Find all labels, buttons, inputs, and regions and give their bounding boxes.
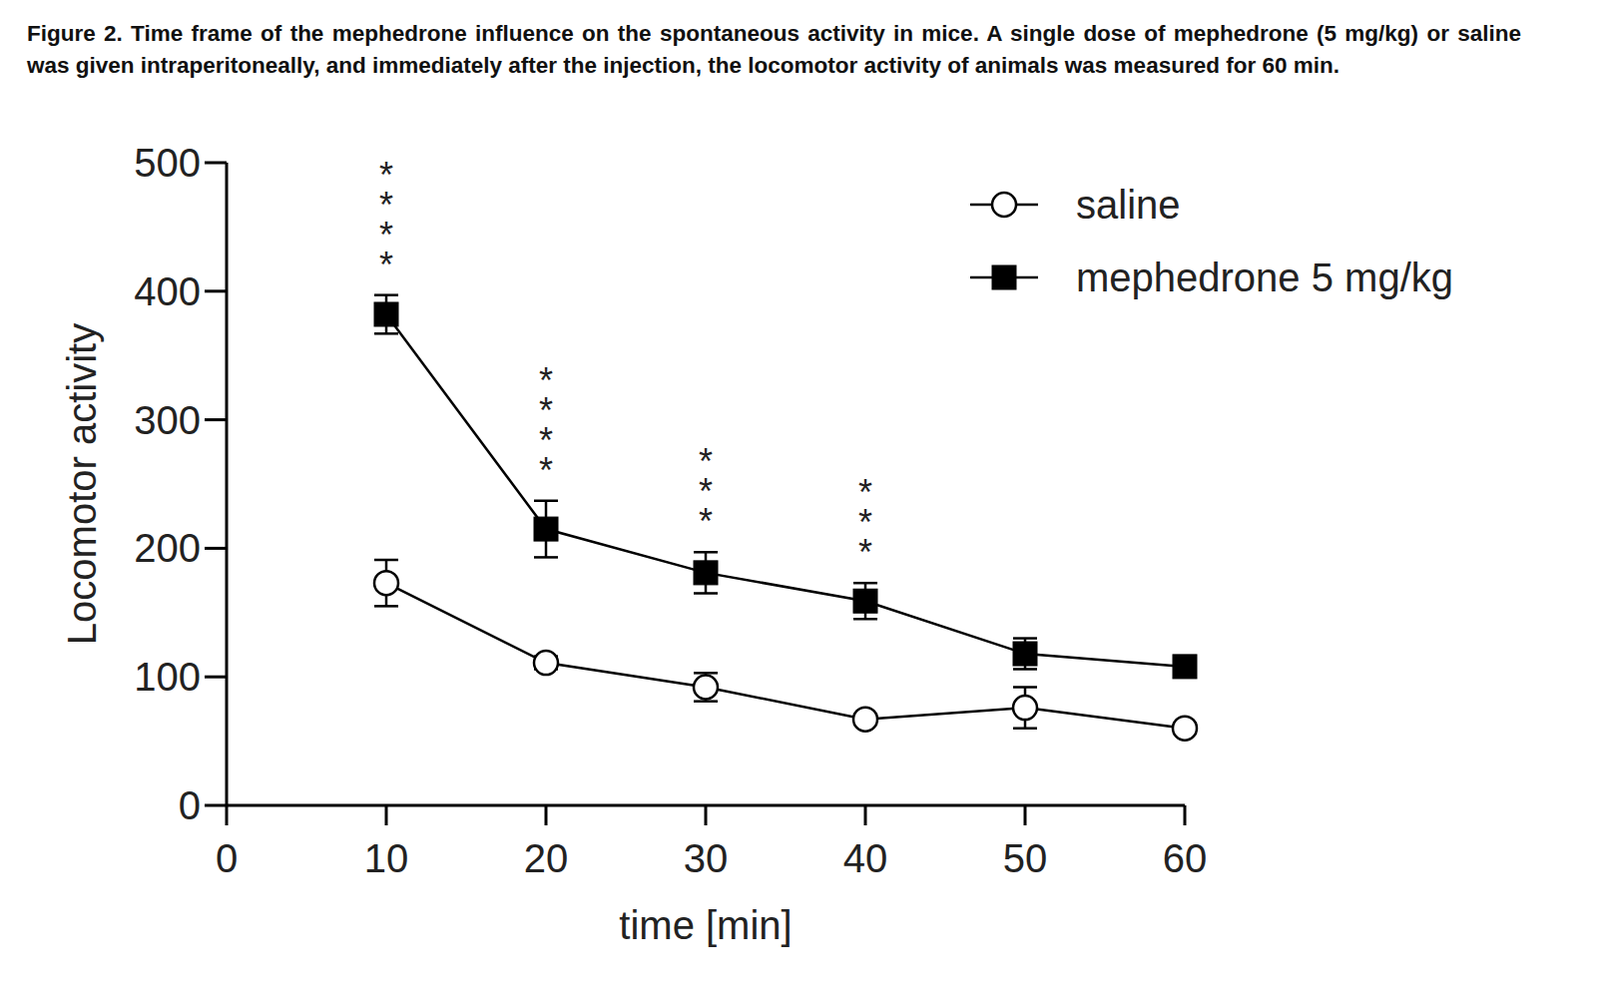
data-point [853,707,878,732]
data-point [693,675,718,700]
error-bar [374,295,399,335]
y-tick-label: 400 [133,269,201,314]
data-point [693,560,718,585]
annotation: *** [858,472,873,573]
annotation-char: * [858,532,873,573]
error-cap [693,591,718,595]
error-bar [374,559,399,606]
x-tick [225,805,229,826]
error-bar [853,582,878,619]
y-tick-label: 500 [133,140,201,185]
y-tick [204,804,227,808]
error-cap [693,699,718,703]
x-tick-label: 30 [683,836,729,881]
x-tick-label: 0 [215,836,238,881]
x-tick-label: 10 [364,836,410,881]
error-cap [533,499,558,503]
error-cap [533,555,558,559]
x-tick-label: 20 [524,836,569,881]
annotation: *** [698,441,713,542]
data-point [1013,641,1038,666]
x-tick-label: 50 [1003,836,1049,881]
x-axis-label: time [min] [618,903,792,948]
error-cap [374,604,399,608]
error-cap [374,332,399,336]
y-tick-label: 100 [133,654,201,699]
data-point [374,570,399,595]
data-point [1172,716,1197,741]
data-point [374,302,399,327]
y-tick-label: 200 [133,526,201,570]
error-bar [1013,687,1038,729]
error-cap [853,617,878,621]
x-tick [704,805,708,826]
error-cap [693,671,718,675]
series-line [386,582,1185,729]
x-tick [1183,805,1187,826]
error-bar [693,551,718,593]
caption: Figure 2. Time frame of the mephedrone i… [26,17,1522,82]
data-point [1172,654,1197,679]
legend-label: saline [1075,182,1181,227]
error-cap [1013,685,1038,689]
x-tick-label: 60 [1162,836,1208,881]
data-point [1013,695,1038,720]
error-cap [1013,667,1038,671]
x-tick [544,805,548,826]
annotation: **** [538,360,553,492]
y-tick [204,546,227,550]
annotation-char: * [698,501,713,542]
y-axis [225,162,229,806]
error-bar [533,501,558,558]
x-tick [385,805,389,826]
x-tick [864,805,868,826]
y-tick [204,161,227,165]
error-cap [1013,726,1038,730]
error-cap [374,558,399,562]
plot-data [374,295,1197,741]
data-point [533,650,558,675]
series-line [386,314,1185,667]
annotation-char: * [538,450,553,492]
legend: saline mephedrone 5 mg/kg [970,182,1454,300]
error-cap [693,550,718,554]
legend-label: mephedrone 5 mg/kg [1075,255,1454,300]
legend-marker [992,192,1017,217]
annotation: **** [379,154,394,286]
data-point [533,517,558,541]
chart: 0 10 20 30 40 50 60 0 100 200 300 400 500 time [min] L… [0,0,1600,1006]
y-tick-label: 0 [178,783,201,828]
error-cap [853,581,878,585]
error-cap [374,293,399,297]
y-tick [204,418,227,422]
error-cap [1013,636,1038,640]
y-axis-label: Locomotor activity [59,323,104,645]
legend-marker [992,265,1017,290]
y-tick [204,289,227,293]
error-bar [693,672,718,701]
x-tick-label: 40 [843,836,889,881]
error-bar [1013,638,1038,670]
annotation-char: * [379,244,394,286]
y-tick-label: 300 [133,398,201,443]
data-point [853,588,878,613]
x-tick [1024,805,1028,826]
y-tick [204,675,227,679]
